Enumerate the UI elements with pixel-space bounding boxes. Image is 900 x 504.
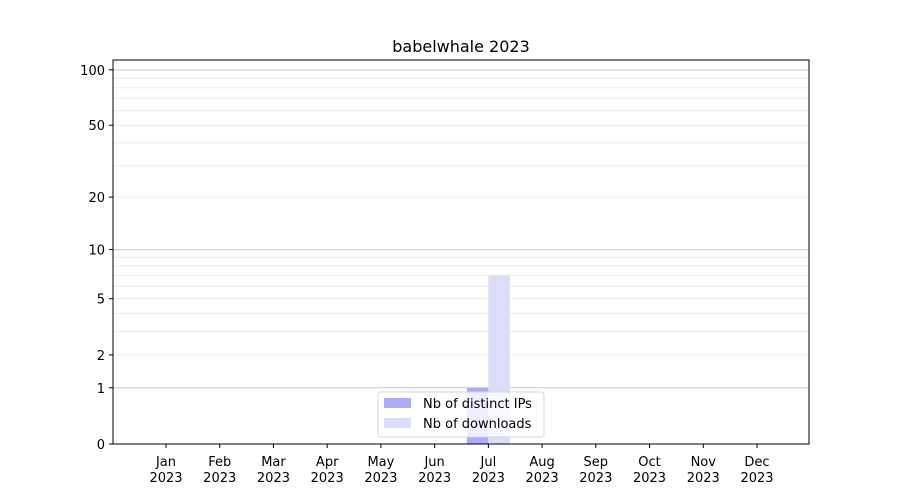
y-tick-label: 50 bbox=[88, 119, 105, 134]
x-tick-label: Mar bbox=[261, 455, 286, 470]
legend: Nb of distinct IPs Nb of downloads bbox=[377, 391, 545, 438]
x-tick-label: 2023 bbox=[257, 471, 290, 486]
x-tick-label: Dec bbox=[744, 455, 769, 470]
x-tick-label: Jul bbox=[480, 455, 497, 470]
y-tick-label: 0 bbox=[97, 438, 105, 453]
x-tick-label: 2023 bbox=[633, 471, 666, 486]
chart-title: babelwhale 2023 bbox=[392, 37, 530, 56]
x-tick-label: 2023 bbox=[687, 471, 720, 486]
x-tick-label: 2023 bbox=[579, 471, 612, 486]
x-tick-label: 2023 bbox=[149, 471, 182, 486]
x-tick-label: 2023 bbox=[740, 471, 773, 486]
x-tick-label: Jan bbox=[155, 455, 176, 470]
y-tick-label: 10 bbox=[88, 244, 105, 259]
x-tick-label: Aug bbox=[529, 455, 554, 470]
x-tick-label: 2023 bbox=[472, 471, 505, 486]
legend-swatch bbox=[384, 418, 411, 428]
x-tick-label: 2023 bbox=[311, 471, 344, 486]
x-tick-label: 2023 bbox=[526, 471, 559, 486]
y-tick-label: 2 bbox=[97, 349, 105, 364]
legend-label: Nb of downloads bbox=[423, 417, 532, 432]
x-tick-label: May bbox=[367, 455, 394, 470]
y-tick-label: 1 bbox=[97, 382, 105, 397]
x-tick-label: Jun bbox=[423, 455, 444, 470]
y-tick-label: 20 bbox=[88, 191, 105, 206]
x-tick-label: Feb bbox=[208, 455, 231, 470]
x-tick-label: 2023 bbox=[364, 471, 397, 486]
y-tick-label: 5 bbox=[97, 293, 105, 308]
legend-box bbox=[377, 391, 545, 438]
x-tick-label: Apr bbox=[316, 455, 339, 470]
x-tick-label: 2023 bbox=[418, 471, 451, 486]
legend-label: Nb of distinct IPs bbox=[423, 397, 532, 412]
plot-frame bbox=[112, 59, 810, 445]
y-tick-label: 100 bbox=[80, 64, 105, 79]
x-tick-label: Oct bbox=[638, 455, 660, 470]
legend-swatch bbox=[384, 398, 411, 408]
x-tick-label: Nov bbox=[691, 455, 717, 470]
x-tick-label: Sep bbox=[584, 455, 609, 470]
x-tick-label: 2023 bbox=[203, 471, 236, 486]
